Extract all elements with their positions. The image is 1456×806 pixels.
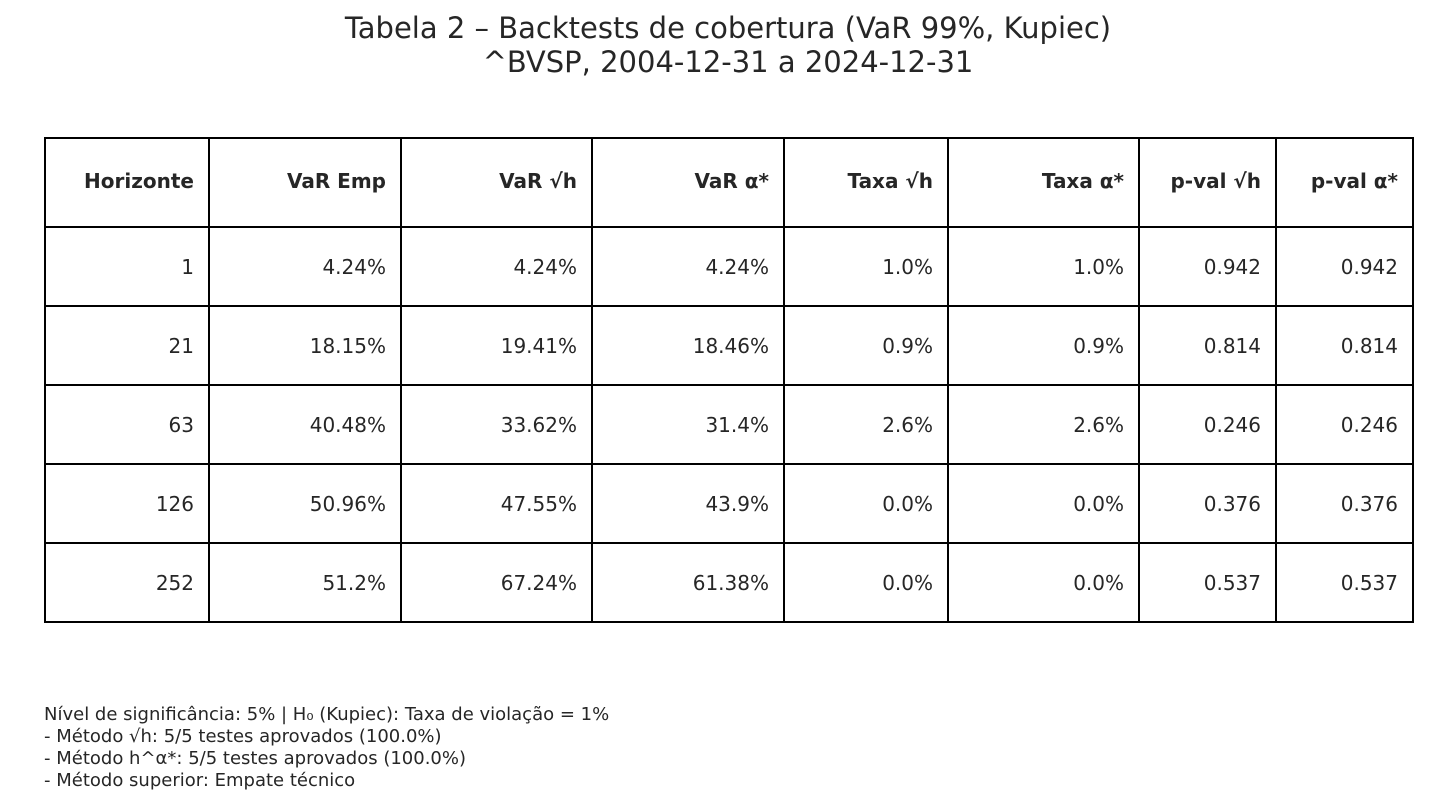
cell-pval-alpha: 0.814 (1275, 305, 1414, 386)
note-significance: Nível de significância: 5% | H₀ (Kupiec)… (44, 704, 610, 725)
cell-pval-sqrt-h: 0.376 (1138, 463, 1277, 544)
col-header-pval-sqrt-h: p-val √h (1138, 137, 1277, 228)
cell-taxa-sqrt-h: 0.9% (783, 305, 949, 386)
col-header-horizonte: Horizonte (44, 137, 210, 228)
table-row: 21 18.15% 19.41% 18.46% 0.9% 0.9% 0.814 … (44, 305, 1414, 386)
cell-var-sqrt-h: 33.62% (400, 384, 593, 465)
col-header-var-alpha: VaR α* (591, 137, 785, 228)
table-row: 126 50.96% 47.55% 43.9% 0.0% 0.0% 0.376 … (44, 463, 1414, 544)
table-row: 252 51.2% 67.24% 61.38% 0.0% 0.0% 0.537 … (44, 542, 1414, 623)
col-header-var-sqrt-h: VaR √h (400, 137, 593, 228)
cell-pval-sqrt-h: 0.246 (1138, 384, 1277, 465)
cell-horizonte: 126 (44, 463, 210, 544)
note-method-h-alpha: - Método h^α*: 5/5 testes aprovados (100… (44, 748, 466, 769)
cell-taxa-alpha: 0.0% (947, 542, 1140, 623)
table-subtitle: ^BVSP, 2004-12-31 a 2024-12-31 (482, 45, 974, 79)
cell-pval-sqrt-h: 0.814 (1138, 305, 1277, 386)
cell-taxa-alpha: 1.0% (947, 226, 1140, 307)
cell-var-emp: 18.15% (208, 305, 402, 386)
cell-var-alpha: 31.4% (591, 384, 785, 465)
cell-horizonte: 21 (44, 305, 210, 386)
col-header-pval-alpha: p-val α* (1275, 137, 1414, 228)
col-header-taxa-sqrt-h: Taxa √h (783, 137, 949, 228)
note-best-method: - Método superior: Empate técnico (44, 770, 356, 791)
cell-var-sqrt-h: 67.24% (400, 542, 593, 623)
backtest-table: Horizonte VaR Emp VaR √h VaR α* Taxa √h … (44, 137, 1414, 623)
cell-var-sqrt-h: 4.24% (400, 226, 593, 307)
footnotes: Nível de significância: 5% | H₀ (Kupiec)… (44, 704, 609, 792)
cell-var-emp: 51.2% (208, 542, 402, 623)
cell-pval-sqrt-h: 0.537 (1138, 542, 1277, 623)
cell-pval-alpha: 0.376 (1275, 463, 1414, 544)
cell-pval-sqrt-h: 0.942 (1138, 226, 1277, 307)
note-method-sqrt-h: - Método √h: 5/5 testes aprovados (100.0… (44, 726, 442, 747)
cell-var-emp: 40.48% (208, 384, 402, 465)
cell-horizonte: 63 (44, 384, 210, 465)
cell-taxa-alpha: 0.9% (947, 305, 1140, 386)
table-row: 1 4.24% 4.24% 4.24% 1.0% 1.0% 0.942 0.94… (44, 226, 1414, 307)
cell-var-emp: 4.24% (208, 226, 402, 307)
cell-taxa-sqrt-h: 0.0% (783, 542, 949, 623)
cell-taxa-alpha: 2.6% (947, 384, 1140, 465)
cell-pval-alpha: 0.537 (1275, 542, 1414, 623)
cell-pval-alpha: 0.246 (1275, 384, 1414, 465)
cell-taxa-alpha: 0.0% (947, 463, 1140, 544)
cell-taxa-sqrt-h: 1.0% (783, 226, 949, 307)
cell-var-alpha: 4.24% (591, 226, 785, 307)
table-title: Tabela 2 – Backtests de cobertura (VaR 9… (344, 11, 1112, 45)
cell-var-sqrt-h: 19.41% (400, 305, 593, 386)
cell-var-alpha: 18.46% (591, 305, 785, 386)
cell-var-alpha: 61.38% (591, 542, 785, 623)
col-header-taxa-alpha: Taxa α* (947, 137, 1140, 228)
cell-horizonte: 1 (44, 226, 210, 307)
cell-var-sqrt-h: 47.55% (400, 463, 593, 544)
col-header-var-emp: VaR Emp (208, 137, 402, 228)
header-row: Horizonte VaR Emp VaR √h VaR α* Taxa √h … (44, 137, 1414, 228)
table-row: 63 40.48% 33.62% 31.4% 2.6% 2.6% 0.246 0… (44, 384, 1414, 465)
cell-pval-alpha: 0.942 (1275, 226, 1414, 307)
cell-taxa-sqrt-h: 2.6% (783, 384, 949, 465)
cell-taxa-sqrt-h: 0.0% (783, 463, 949, 544)
cell-var-emp: 50.96% (208, 463, 402, 544)
cell-horizonte: 252 (44, 542, 210, 623)
cell-var-alpha: 43.9% (591, 463, 785, 544)
